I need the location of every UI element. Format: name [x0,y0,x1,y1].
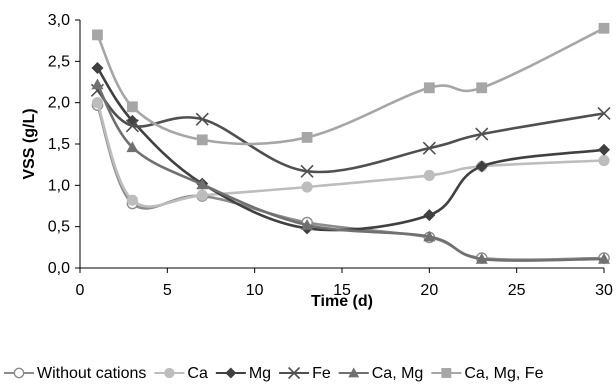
legend-marker [348,367,360,378]
data-point [301,131,313,143]
data-point [126,194,138,206]
x-axis-title: Time (d) [311,293,373,310]
legend-item: Fe [279,365,331,382]
data-point [91,61,104,74]
legend-marker [288,366,301,380]
series-line [96,89,605,174]
legend-marker [164,367,175,379]
x-tick-label: 10 [246,282,264,299]
data-point [300,164,314,178]
legend-marker [441,368,452,378]
legend-item: Ca [154,365,208,382]
data-point [598,22,610,34]
data-point [301,219,314,230]
legend-marker [13,367,25,379]
legend-label: Ca, Mg, Fe [464,365,543,382]
series-4 [91,78,610,264]
y-tick-label: 1,5 [48,136,70,153]
series-2 [91,61,610,235]
data-point [598,143,610,156]
data-point [91,97,104,109]
y-tick-label: 2,5 [48,53,70,70]
legend-marker [225,367,237,379]
x-tick-label: 30 [595,282,613,299]
data-point [476,82,488,94]
x-tick-label: 20 [420,282,438,299]
data-point [196,178,209,190]
data-point [301,181,313,193]
legend-label: Fe [312,365,331,382]
legend-item: Without cations [4,365,146,382]
legend-label: Ca [187,365,208,382]
series-5 [92,22,610,146]
series-layer [90,22,611,264]
series-1 [91,97,610,208]
data-point [423,82,435,94]
y-tick-label: 1,0 [48,177,70,194]
data-point [91,78,104,90]
x-tick-label: 5 [163,282,172,299]
legend-label: Ca, Mg [372,365,424,382]
x-tick-label: 25 [508,282,526,299]
data-point [475,160,488,173]
data-point [127,101,138,113]
data-point [92,29,103,41]
legend-item: Ca, Mg [338,365,424,382]
legend-label: Mg [249,365,271,382]
y-tick-label: 2,0 [48,95,70,112]
series-line [96,83,605,262]
x-tick-label: 15 [333,282,351,299]
y-tick-label: 0,5 [48,219,70,236]
y-tick-label: 0,0 [48,260,70,277]
data-point [423,209,436,222]
legend-item: Ca, Mg, Fe [431,365,544,382]
data-point [423,230,436,242]
legend-item: Mg [215,365,271,382]
data-point [196,134,208,146]
data-point [423,169,435,182]
data-point [475,252,488,264]
data-point [196,189,208,201]
legend: Without cations Ca Mg Fe Ca, Mg Ca, Mg, Fe [4,365,544,382]
data-point [598,252,610,264]
data-point [125,119,139,133]
data-point [422,141,436,155]
data-point [597,106,611,120]
x-tick-label: 0 [76,282,85,299]
series-line [96,67,605,232]
data-point [475,127,489,141]
axes: 0,0 0,5 1,0 1,5 2,0 2,5 3,0 0 5 10 15 20 25 30 [48,12,613,299]
y-axis-title: VSS (g/L) [21,108,38,179]
data-point [598,154,610,167]
legend-label: Without cations [37,365,146,382]
series-3 [90,83,611,178]
data-point [195,112,209,126]
data-point [126,141,139,153]
y-tick-label: 3,0 [48,12,70,29]
